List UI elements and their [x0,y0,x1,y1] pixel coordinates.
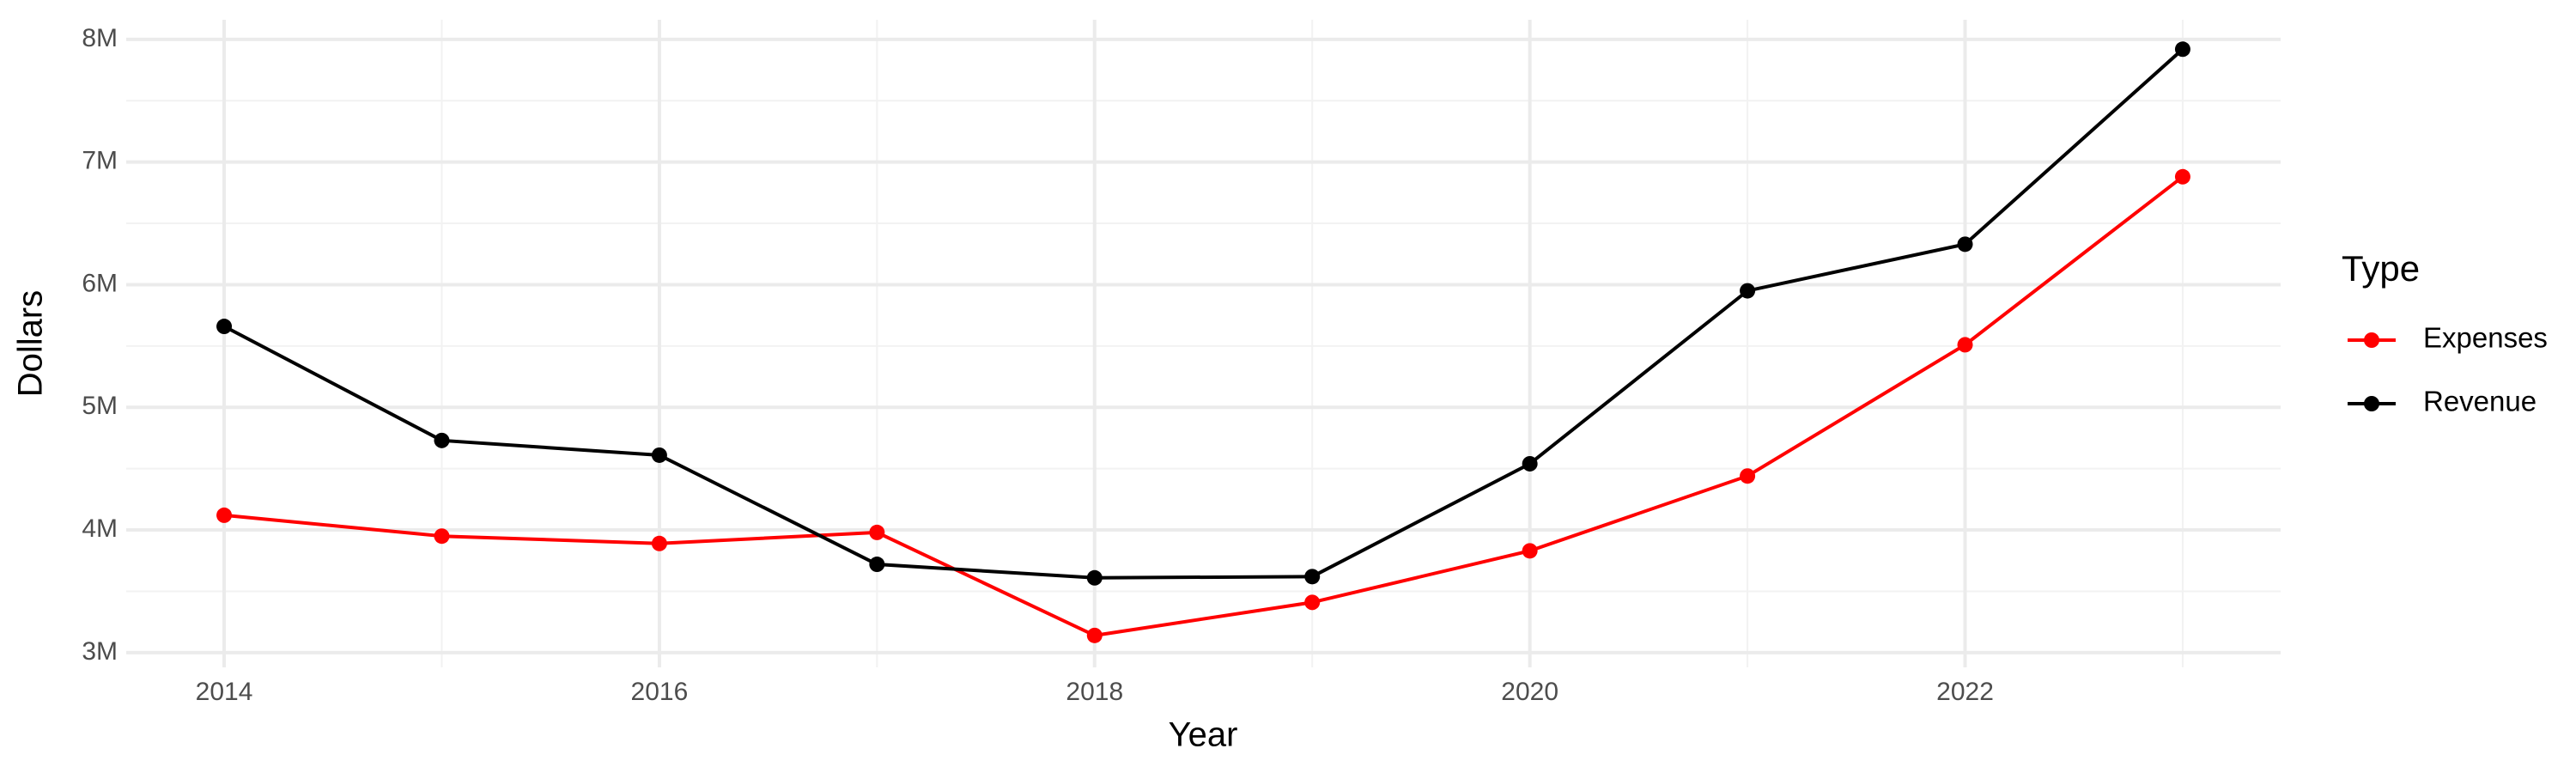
data-point [1304,594,1321,611]
legend-key-point [2364,332,2379,348]
series-line [223,47,2184,580]
data-point [1957,337,1973,353]
data-point [216,319,233,335]
data-point [2174,41,2190,58]
y-tick-label: 3M [82,637,118,666]
data-point [869,557,885,573]
data-point [1522,455,1538,472]
legend-label: Expenses [2423,322,2548,354]
series-line [223,175,2184,637]
data-point [651,535,667,551]
x-axis-title: Year [1169,716,1238,754]
data-point [1740,468,1756,484]
data-point [1740,283,1756,299]
y-tick-label: 8M [82,24,118,52]
y-tick-label: 4M [82,514,118,543]
legend-title: Type [2342,248,2420,289]
data-point [1304,569,1321,585]
legend-label: Revenue [2423,386,2537,417]
data-point [216,507,233,523]
x-tick-label: 2018 [1066,678,1123,706]
x-tick-label: 2022 [1936,678,1994,706]
data-point [1957,236,1973,253]
data-point [1086,569,1103,586]
data-point [2174,168,2190,185]
data-point [434,432,450,448]
y-axis-title: Dollars [12,290,50,397]
data-point [1086,627,1103,643]
y-tick-label: 6M [82,269,118,297]
y-tick-label: 7M [82,147,118,175]
data-point [434,528,450,545]
x-tick-label: 2016 [631,678,689,706]
data-point [651,447,667,463]
data-point [869,524,885,540]
data-point [1522,543,1538,559]
legend-key-point [2364,396,2379,411]
x-tick-label: 2014 [196,678,253,706]
y-tick-label: 5M [82,392,118,420]
x-tick-label: 2020 [1501,678,1558,706]
